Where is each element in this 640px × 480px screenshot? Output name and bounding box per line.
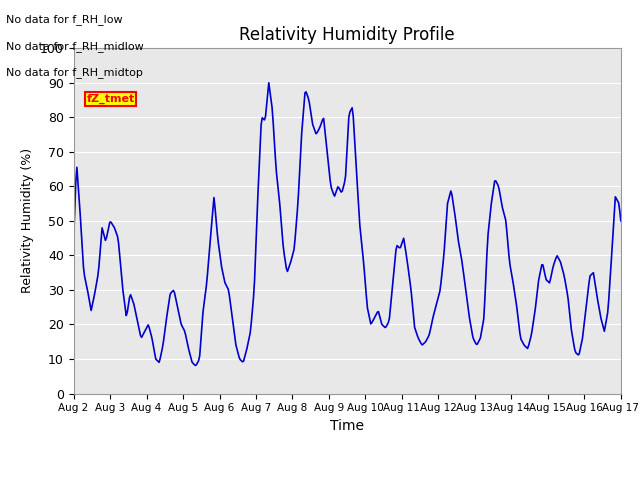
Title: Relativity Humidity Profile: Relativity Humidity Profile [239,25,455,44]
Y-axis label: Relativity Humidity (%): Relativity Humidity (%) [22,148,35,293]
Text: No data for f_RH_midlow: No data for f_RH_midlow [6,41,144,52]
Text: No data for f_RH_midtop: No data for f_RH_midtop [6,67,143,78]
X-axis label: Time: Time [330,419,364,433]
Text: No data for f_RH_low: No data for f_RH_low [6,14,123,25]
Text: fZ_tmet: fZ_tmet [86,94,134,104]
